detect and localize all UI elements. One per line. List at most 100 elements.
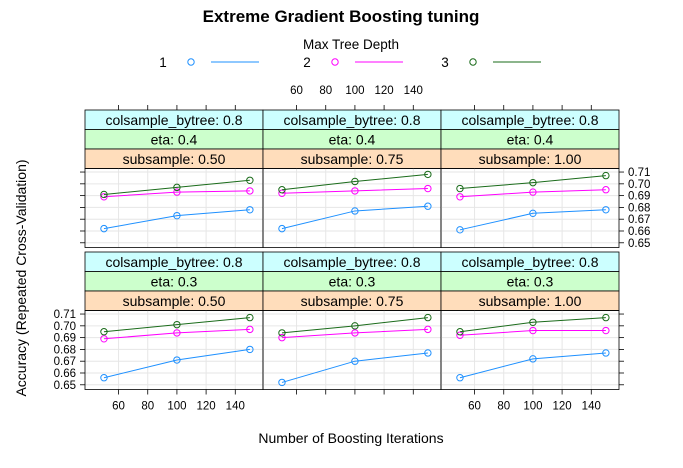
legend-point-marker <box>187 58 195 66</box>
strip-label: subsample: 1.00 <box>479 293 582 309</box>
data-point <box>246 176 254 184</box>
data-point <box>456 328 464 336</box>
x-tick-label: 140 <box>404 85 423 97</box>
panel: colsample_bytree: 0.8 eta: 0.3 subsample: … <box>440 251 620 390</box>
data-point <box>529 178 537 187</box>
series-line-depth-2 <box>459 189 606 198</box>
x-tick-label: 100 <box>167 401 186 413</box>
strip-label: colsample_bytree: 0.8 <box>106 112 243 128</box>
series-line-depth-1 <box>281 352 428 383</box>
legend-point-marker <box>469 58 477 66</box>
legend-label-3: 3 <box>441 55 449 70</box>
strip-label: subsample: 0.75 <box>301 151 404 167</box>
strip-label: colsample_bytree: 0.8 <box>462 254 599 270</box>
data-point <box>529 326 537 335</box>
data-point <box>529 209 537 218</box>
series-line-depth-3 <box>103 317 250 333</box>
data-point <box>424 349 432 357</box>
strip-label: subsample: 0.75 <box>301 293 404 309</box>
y-tick-label: 0.69 <box>628 191 650 203</box>
data-point <box>602 206 610 214</box>
data-point <box>173 211 181 220</box>
series-line-depth-2 <box>103 328 250 340</box>
data-point <box>173 320 181 329</box>
series-line-depth-3 <box>459 175 606 190</box>
data-point <box>351 187 359 195</box>
legend-title: Max Tree Depth <box>303 37 399 52</box>
legend-label-1: 1 <box>159 55 167 70</box>
data-point <box>351 322 359 330</box>
legend: 1 2 3 <box>159 55 541 70</box>
y-tick-label: 0.66 <box>54 368 76 380</box>
y-tick-label: 0.70 <box>54 321 76 333</box>
panel-frame <box>84 168 264 248</box>
strip-label: eta: 0.3 <box>507 273 554 289</box>
strip-label: eta: 0.4 <box>507 131 554 147</box>
series-line-depth-1 <box>103 348 250 379</box>
series-line-depth-3 <box>103 179 250 195</box>
strip-label: colsample_bytree: 0.8 <box>106 254 243 270</box>
x-tick-label: 120 <box>375 85 394 97</box>
x-tick-label: 120 <box>553 401 572 413</box>
strip-label: colsample_bytree: 0.8 <box>284 254 421 270</box>
strip-label: eta: 0.3 <box>329 273 376 289</box>
data-point <box>100 193 108 201</box>
series-line-depth-1 <box>459 352 606 379</box>
panel-frame <box>84 310 264 390</box>
panel: colsample_bytree: 0.8 eta: 0.4 subsample: … <box>262 109 442 248</box>
y-tick-label: 0.66 <box>628 226 650 238</box>
data-point <box>278 329 286 337</box>
data-point <box>351 207 359 215</box>
series-line-depth-3 <box>281 173 428 191</box>
x-tick-label: 100 <box>523 401 542 413</box>
data-point <box>246 313 254 322</box>
data-point <box>100 335 108 343</box>
data-point <box>602 326 610 335</box>
series-line-depth-1 <box>103 209 250 230</box>
x-tick-label: 120 <box>197 401 216 413</box>
data-point <box>351 357 359 365</box>
data-point <box>424 325 432 334</box>
panel: colsample_bytree: 0.8 eta: 0.3 subsample: … <box>84 251 264 390</box>
strip-label: colsample_bytree: 0.8 <box>284 112 421 128</box>
data-point <box>456 226 464 234</box>
series-line-depth-2 <box>281 328 428 339</box>
panel-grid: colsample_bytree: 0.8 eta: 0.4 subsample: … <box>84 109 620 390</box>
strip-label: subsample: 0.50 <box>123 293 226 309</box>
y-tick-label: 0.69 <box>54 333 76 345</box>
strip-label: colsample_bytree: 0.8 <box>462 112 599 128</box>
x-tick-label: 80 <box>497 401 510 413</box>
data-point <box>100 328 108 336</box>
y-axis-title: Accuracy (Repeated Cross-Validation) <box>13 159 29 396</box>
data-point <box>246 206 254 214</box>
data-point <box>173 356 181 364</box>
data-point <box>278 189 286 197</box>
y-tick-label: 0.67 <box>54 356 76 368</box>
y-tick-label: 0.65 <box>54 380 76 392</box>
data-point <box>351 329 359 337</box>
data-point <box>529 188 537 196</box>
panel-frame <box>262 310 442 390</box>
panel: colsample_bytree: 0.8 eta: 0.3 subsample: … <box>262 251 442 390</box>
chart-title: Extreme Gradient Boosting tuning <box>203 7 480 26</box>
data-point <box>529 355 537 363</box>
x-tick-label: 60 <box>468 401 481 413</box>
data-point <box>173 183 181 192</box>
data-point <box>278 333 286 342</box>
x-tick-label: 80 <box>319 85 332 97</box>
panel-frame <box>440 168 620 248</box>
x-tick-label: 80 <box>141 401 154 413</box>
panel: colsample_bytree: 0.8 eta: 0.4 subsample: … <box>84 109 264 248</box>
series-line-depth-1 <box>459 209 606 231</box>
data-point <box>246 325 254 334</box>
data-point <box>602 186 610 194</box>
x-tick-label: 140 <box>582 401 601 413</box>
strip-label: eta: 0.4 <box>151 131 198 147</box>
data-point <box>424 313 432 322</box>
data-point <box>456 331 464 339</box>
x-axis-title: Number of Boosting Iterations <box>258 430 443 446</box>
strip-label: subsample: 0.50 <box>123 151 226 167</box>
data-point <box>456 374 464 382</box>
data-point <box>100 190 108 199</box>
